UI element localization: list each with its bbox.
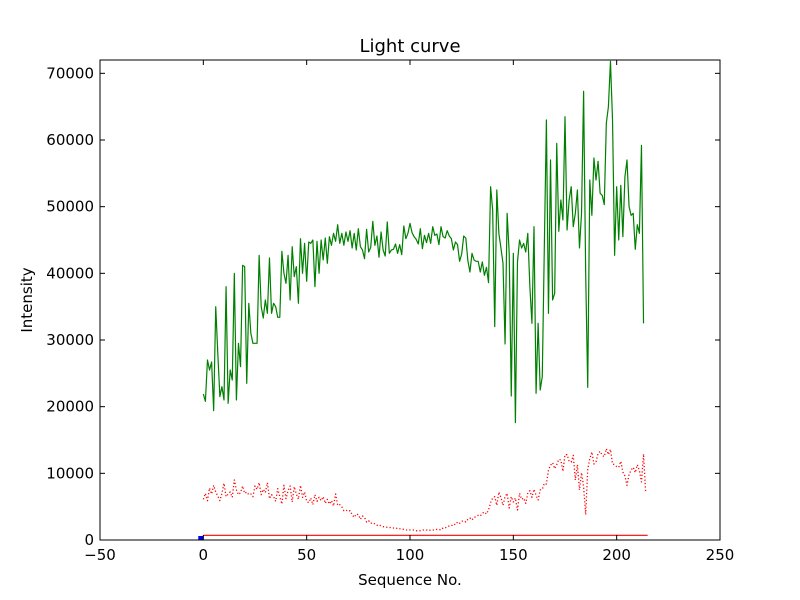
plot-area [99, 59, 721, 541]
x-tick-label: 250 [706, 546, 735, 564]
y-tick-label: 70000 [46, 64, 94, 82]
y-tick-label: 30000 [46, 331, 94, 349]
x-tick-label: −50 [84, 546, 116, 564]
y-axis-title: Intensity [18, 267, 36, 332]
y-tick-label: 10000 [46, 464, 94, 482]
y-axis: 0 10000 20000 30000 40000 50000 60000 70000 [46, 64, 720, 549]
y-tick-label: 20000 [46, 398, 94, 416]
x-axis-title: Sequence No. [358, 571, 462, 589]
y-tick-label: 60000 [46, 131, 94, 149]
origin-marker [198, 536, 204, 540]
y-tick-label: 50000 [46, 198, 94, 216]
axes-background [100, 60, 720, 540]
x-tick-label: 200 [602, 546, 631, 564]
series-intensity-line [202, 60, 645, 424]
x-tick-label: 0 [199, 546, 209, 564]
x-tick-label: 50 [297, 546, 316, 564]
marker-layer [198, 536, 204, 540]
y-tick-label: 40000 [46, 264, 94, 282]
chart-title: Light curve [359, 36, 460, 57]
series-layer [202, 60, 648, 536]
x-axis: −50 0 50 100 150 200 250 [84, 60, 734, 564]
x-tick-label: 150 [499, 546, 528, 564]
y-tick-label: 0 [84, 531, 94, 549]
x-tick-label: 100 [396, 546, 425, 564]
